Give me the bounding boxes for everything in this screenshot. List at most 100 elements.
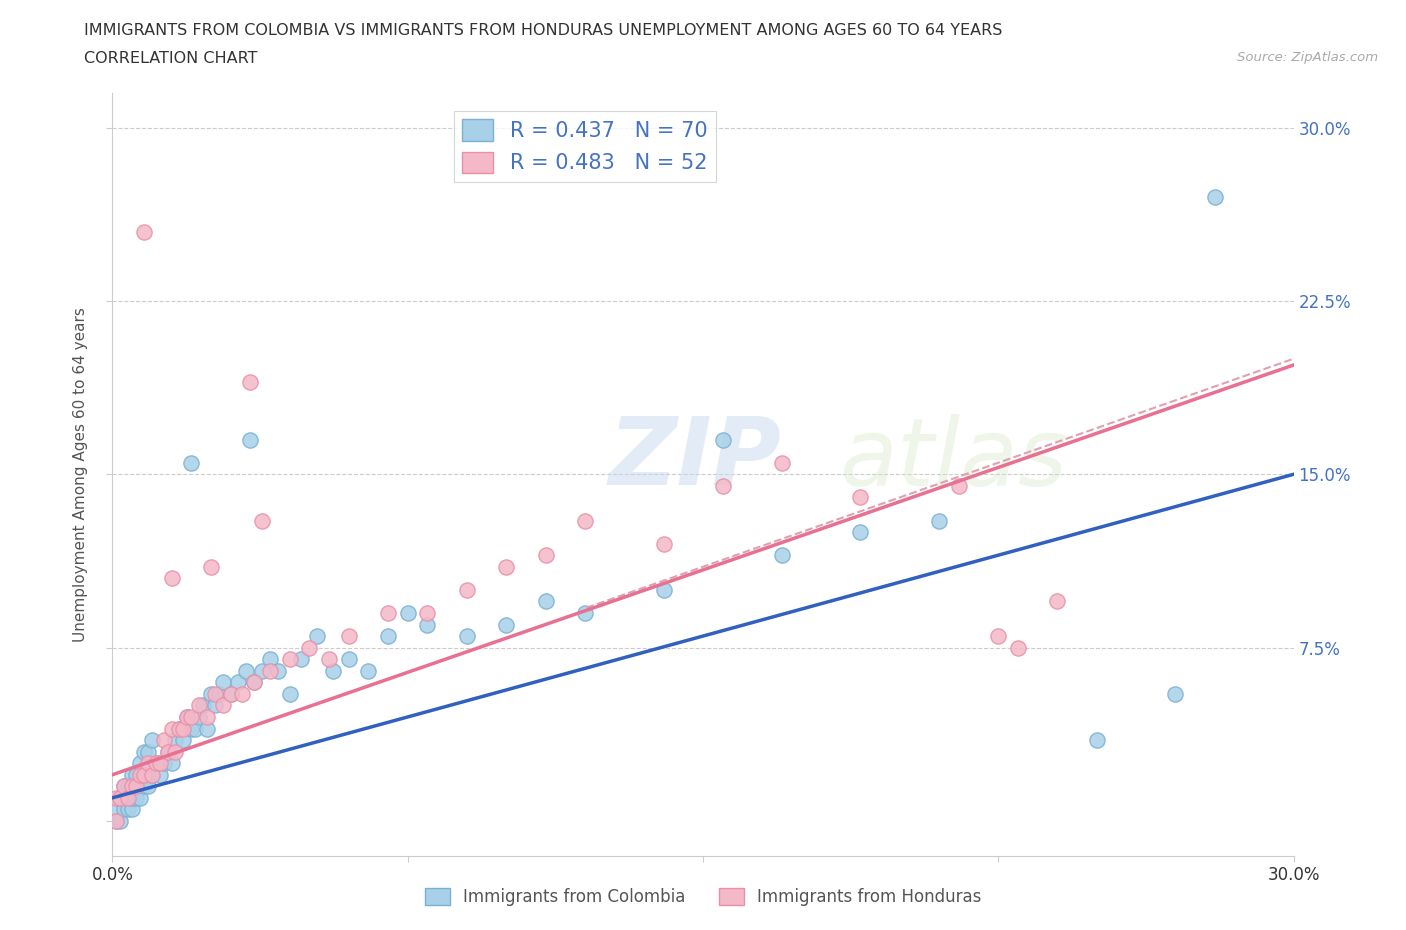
Point	[278, 652, 301, 667]
Point	[121, 778, 143, 793]
Point	[219, 686, 242, 701]
Point	[156, 744, 179, 759]
Point	[200, 686, 222, 701]
Point	[250, 663, 273, 678]
Point	[132, 744, 155, 759]
Point	[337, 629, 360, 644]
Point	[377, 629, 399, 644]
Point	[105, 802, 128, 817]
Point	[160, 756, 183, 771]
Point	[574, 513, 596, 528]
Point	[928, 513, 950, 528]
Point	[456, 582, 478, 597]
Point	[125, 790, 148, 805]
Point	[176, 710, 198, 724]
Point	[176, 710, 198, 724]
Point	[322, 663, 344, 678]
Point	[495, 559, 517, 574]
Point	[243, 675, 266, 690]
Point	[652, 537, 675, 551]
Point	[211, 675, 233, 690]
Point	[456, 629, 478, 644]
Point	[948, 478, 970, 493]
Point	[377, 605, 399, 620]
Point	[298, 640, 321, 655]
Point	[105, 814, 128, 829]
Point	[152, 733, 174, 748]
Point	[125, 767, 148, 782]
Point	[132, 778, 155, 793]
Point	[129, 756, 152, 771]
Point	[770, 548, 793, 563]
Point	[1164, 686, 1187, 701]
Point	[152, 756, 174, 771]
Point	[110, 814, 132, 829]
Point	[172, 733, 194, 748]
Point	[534, 548, 557, 563]
Point	[416, 605, 439, 620]
Point	[495, 618, 517, 632]
Text: Source: ZipAtlas.com: Source: ZipAtlas.com	[1237, 51, 1378, 64]
Point	[208, 686, 231, 701]
Point	[195, 710, 218, 724]
Point	[180, 710, 202, 724]
Point	[250, 513, 273, 528]
Point	[219, 686, 242, 701]
Legend: Immigrants from Colombia, Immigrants from Honduras: Immigrants from Colombia, Immigrants fro…	[418, 881, 988, 912]
Point	[110, 790, 132, 805]
Point	[110, 790, 132, 805]
Point	[160, 571, 183, 586]
Point	[259, 652, 281, 667]
Point	[337, 652, 360, 667]
Point	[136, 778, 159, 793]
Point	[239, 432, 262, 447]
Point	[180, 456, 202, 471]
Point	[180, 721, 202, 736]
Point	[987, 629, 1010, 644]
Point	[211, 698, 233, 712]
Text: ZIP: ZIP	[609, 413, 782, 505]
Point	[121, 790, 143, 805]
Point	[172, 721, 194, 736]
Point	[191, 698, 214, 712]
Point	[416, 618, 439, 632]
Point	[141, 767, 163, 782]
Point	[121, 767, 143, 782]
Point	[112, 790, 135, 805]
Point	[105, 790, 128, 805]
Point	[188, 698, 211, 712]
Point	[652, 582, 675, 597]
Point	[1085, 733, 1108, 748]
Point	[165, 733, 187, 748]
Point	[574, 605, 596, 620]
Text: atlas: atlas	[839, 414, 1067, 505]
Point	[849, 490, 872, 505]
Point	[149, 767, 172, 782]
Point	[1007, 640, 1029, 655]
Point	[204, 698, 226, 712]
Point	[188, 710, 211, 724]
Point	[711, 432, 734, 447]
Y-axis label: Unemployment Among Ages 60 to 64 years: Unemployment Among Ages 60 to 64 years	[73, 307, 89, 642]
Point	[239, 375, 262, 390]
Point	[112, 802, 135, 817]
Point	[228, 675, 250, 690]
Point	[849, 525, 872, 539]
Point	[112, 778, 135, 793]
Point	[141, 767, 163, 782]
Point	[231, 686, 253, 701]
Point	[149, 756, 172, 771]
Point	[278, 686, 301, 701]
Point	[711, 478, 734, 493]
Point	[145, 756, 167, 771]
Point	[145, 756, 167, 771]
Point	[184, 721, 207, 736]
Point	[136, 744, 159, 759]
Point	[165, 744, 187, 759]
Point	[1204, 190, 1226, 205]
Point	[318, 652, 340, 667]
Point	[125, 778, 148, 793]
Point	[156, 744, 179, 759]
Point	[141, 733, 163, 748]
Point	[132, 224, 155, 239]
